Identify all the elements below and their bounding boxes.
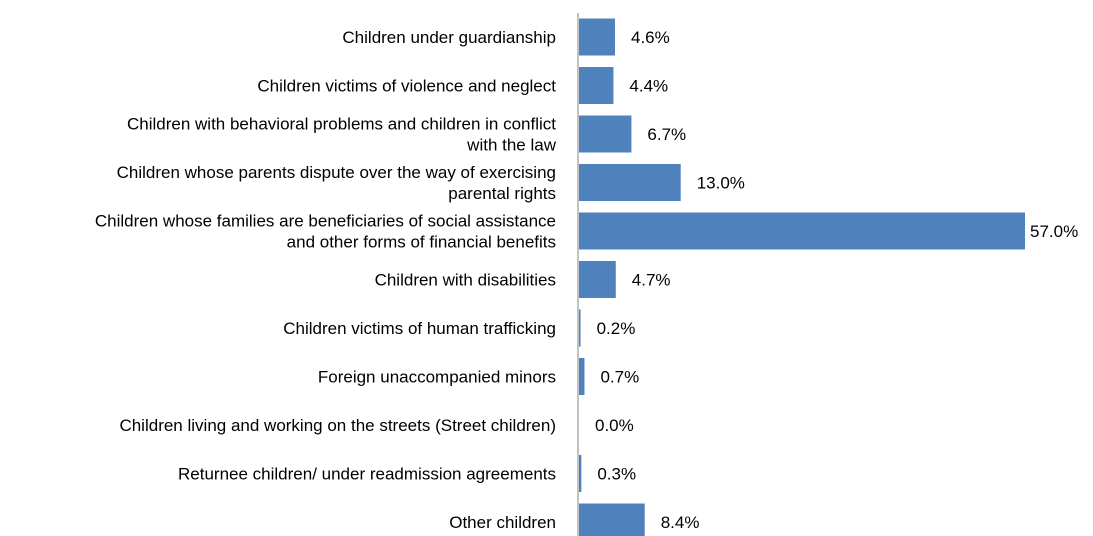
data-label: 0.0%: [595, 416, 634, 435]
bar: [579, 212, 1025, 250]
category-label: Children living and working on the stree…: [119, 416, 556, 435]
data-label: 0.7%: [600, 368, 639, 387]
category-label: Children under guardianship: [342, 28, 556, 47]
category-label: Children with disabilities: [375, 271, 556, 290]
category-label: Children with behavioral problems and ch…: [127, 115, 556, 134]
category-label: Children whose parents dispute over the …: [117, 163, 556, 182]
category-label: Children victims of human trafficking: [283, 319, 556, 338]
data-label: 4.6%: [631, 28, 670, 47]
category-label: with the law: [466, 136, 557, 155]
bar: [579, 309, 581, 347]
data-label: 8.4%: [661, 513, 700, 532]
bar: [579, 18, 615, 56]
data-label: 57.0%: [1030, 222, 1078, 241]
bar: [579, 455, 582, 492]
category-label: Foreign unaccompanied minors: [318, 368, 556, 387]
data-label: 6.7%: [647, 125, 686, 144]
bar: [579, 67, 614, 104]
category-label: Other children: [449, 513, 556, 532]
bar: [579, 164, 681, 201]
bar: [579, 358, 585, 395]
labels-group: 4.6% Children under guardianship 4.4% Child…: [95, 28, 1078, 532]
bars-group: [579, 18, 1025, 536]
data-label: 0.2%: [597, 319, 636, 338]
category-label: parental rights: [448, 184, 556, 203]
bar: [579, 115, 632, 153]
data-label: 0.3%: [597, 465, 636, 484]
category-label: Children victims of violence and neglect: [257, 77, 556, 96]
category-label: and other forms of financial benefits: [287, 233, 556, 252]
data-label: 4.7%: [632, 271, 671, 290]
bar: [579, 261, 616, 298]
data-label: 13.0%: [697, 174, 745, 193]
category-label: Children whose families are beneficiarie…: [95, 212, 556, 231]
bar: [579, 503, 645, 536]
data-label: 4.4%: [629, 77, 668, 96]
category-label: Returnee children/ under readmission agr…: [178, 465, 556, 484]
